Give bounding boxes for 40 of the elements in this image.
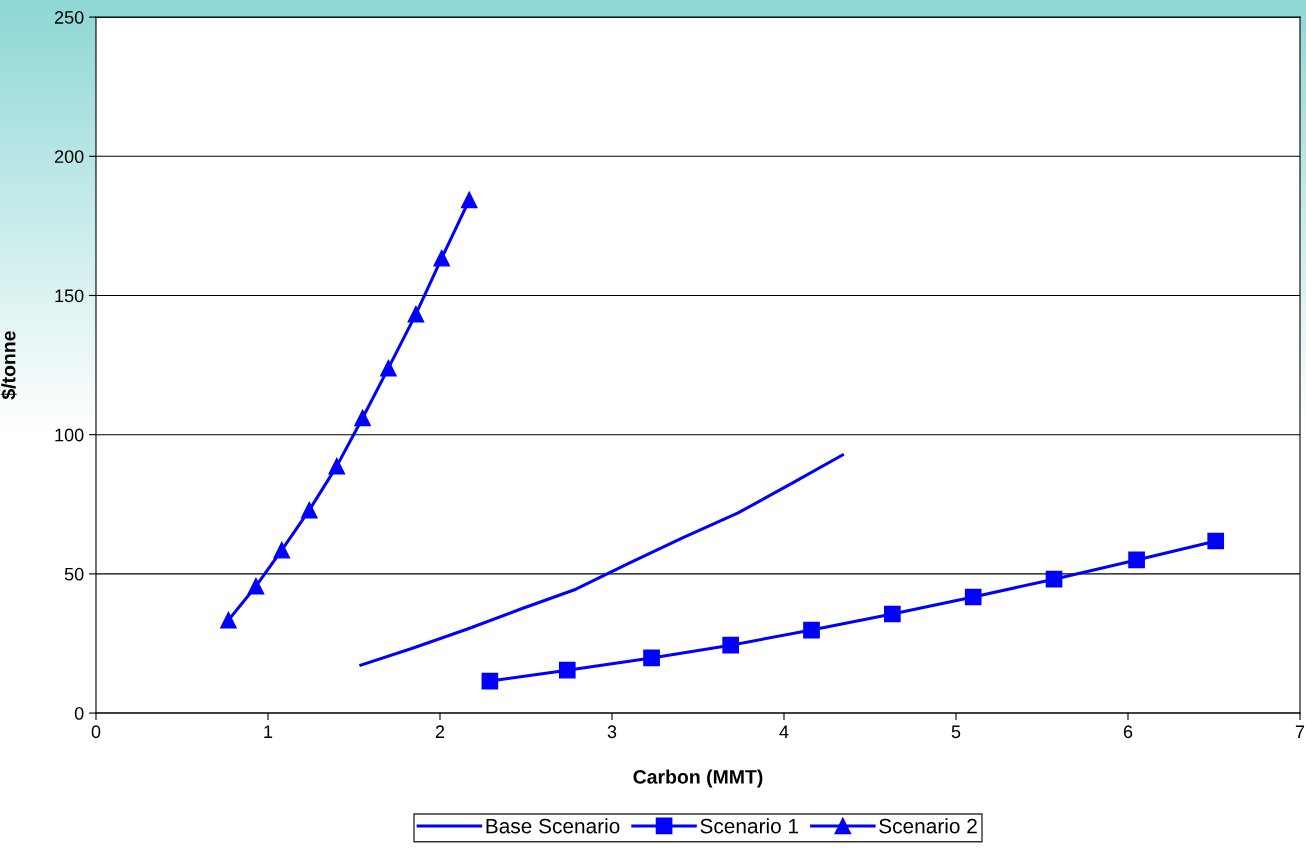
point — [643, 649, 660, 667]
x-tick-label: 5 — [951, 725, 961, 739]
point — [964, 588, 982, 606]
point — [433, 249, 451, 267]
legend-label: Scenario 2 — [879, 818, 977, 834]
point — [481, 672, 499, 690]
point — [380, 359, 397, 377]
point — [328, 457, 346, 475]
point — [354, 409, 371, 427]
point — [273, 541, 291, 559]
point — [1045, 570, 1063, 588]
point — [460, 191, 478, 209]
line-series — [359, 453, 844, 667]
point — [803, 621, 820, 639]
point — [558, 661, 576, 679]
point — [1128, 551, 1145, 569]
x-tick-label: 1 — [264, 725, 273, 738]
point — [1207, 532, 1225, 550]
point — [247, 577, 265, 595]
x-tick-label: 7 — [1295, 725, 1305, 738]
point — [220, 611, 237, 629]
y-tick-label: 200 — [54, 150, 84, 164]
point — [407, 305, 425, 323]
x-tick-label: 2 — [435, 725, 445, 738]
y-tick-label: 250 — [54, 11, 84, 24]
x-tick-label: 4 — [779, 725, 789, 738]
y-tick-label: 50 — [64, 567, 84, 581]
y-tick-label: 150 — [55, 289, 84, 303]
y-tick-label: 0 — [74, 707, 84, 720]
point — [722, 636, 740, 654]
legend-label: Base Scenario — [486, 818, 620, 834]
x-tick-label: 0 — [91, 725, 101, 739]
x-tick-label: 3 — [607, 725, 617, 739]
y-axis-title: $/tonne — [0, 331, 17, 400]
x-axis-title: Carbon (MMT) — [633, 769, 763, 788]
point — [884, 605, 901, 623]
legend-label: Scenario 1 — [700, 818, 799, 834]
point — [300, 501, 318, 519]
y-tick-label: 100 — [55, 428, 84, 442]
x-tick-label: 6 — [1123, 725, 1133, 739]
